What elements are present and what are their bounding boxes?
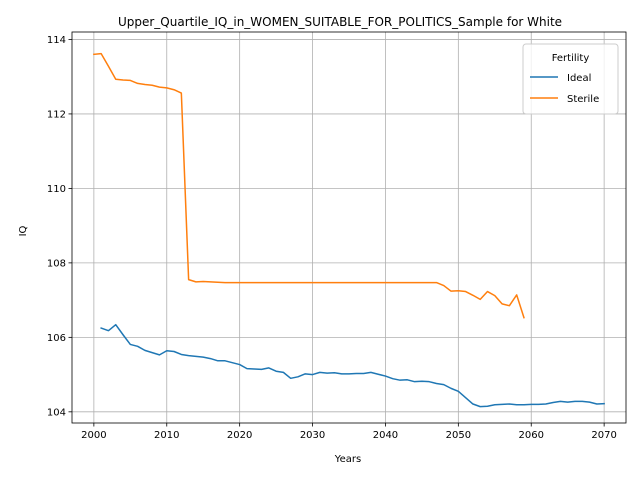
y-tick-label: 112 bbox=[47, 109, 66, 120]
y-tick-label: 110 bbox=[47, 184, 66, 195]
x-axis-label: Years bbox=[334, 454, 361, 465]
y-axis-label: IQ bbox=[18, 225, 29, 236]
y-tick-label: 108 bbox=[47, 258, 66, 269]
y-tick-label: 104 bbox=[47, 407, 66, 418]
x-tick-label: 2060 bbox=[519, 430, 544, 441]
legend: Fertility Ideal Sterile bbox=[522, 43, 619, 115]
x-tick-label: 2070 bbox=[591, 430, 616, 441]
y-tick-label: 114 bbox=[47, 35, 66, 46]
x-tick-label: 2030 bbox=[300, 430, 325, 441]
x-tick-label: 2040 bbox=[373, 430, 398, 441]
y-tick-label: 106 bbox=[47, 333, 66, 344]
x-tick-label: 2010 bbox=[154, 430, 179, 441]
plot-frame bbox=[71, 31, 627, 424]
series-lines bbox=[93, 52, 605, 408]
x-tick-label: 2000 bbox=[81, 430, 106, 441]
series-line-sterile bbox=[93, 52, 525, 319]
legend-label-sterile: Sterile bbox=[567, 94, 599, 105]
legend-title: Fertility bbox=[552, 53, 590, 64]
chart-title: Upper_Quartile_IQ_in_WOMEN_SUITABLE_FOR_… bbox=[118, 15, 562, 29]
x-axis-ticks: 2000 2010 2020 2030 2040 2050 2060 2070 bbox=[81, 423, 617, 441]
x-tick-label: 2050 bbox=[446, 430, 471, 441]
y-axis-ticks: 104 106 108 110 112 114 bbox=[47, 35, 72, 418]
series-line-ideal bbox=[100, 323, 605, 408]
legend-box bbox=[522, 43, 619, 115]
x-tick-label: 2020 bbox=[227, 430, 252, 441]
legend-label-ideal: Ideal bbox=[567, 73, 591, 84]
